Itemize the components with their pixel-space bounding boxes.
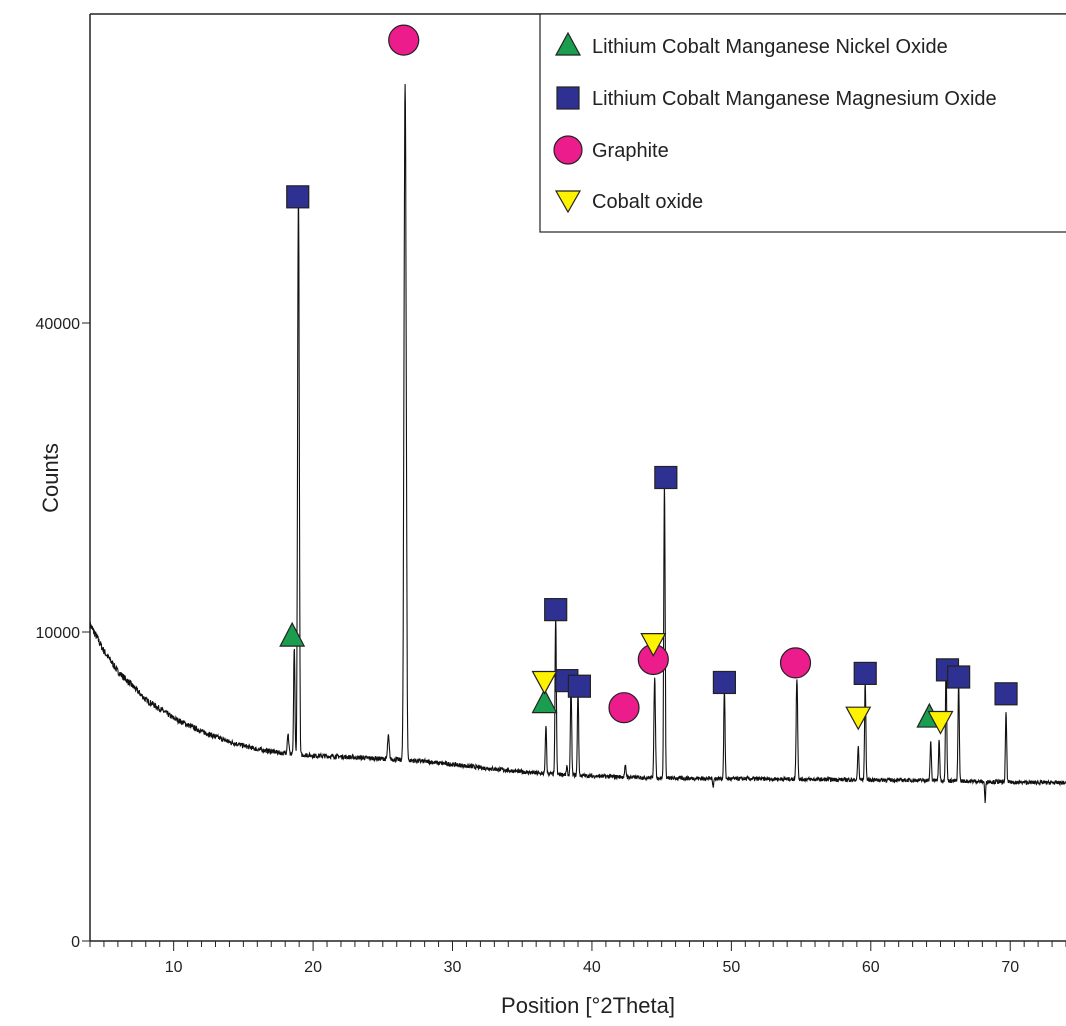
graphite-marker: [779, 647, 812, 679]
lcmmo-marker: [994, 682, 1018, 706]
legend-label: Lithium Cobalt Manganese Nickel Oxide: [592, 36, 948, 58]
cobalt-oxide-marker: [640, 633, 667, 657]
legend-label: Graphite: [592, 140, 669, 162]
x-axis-label: Position [°2Theta]: [501, 993, 675, 1018]
graphite-marker: [608, 692, 640, 724]
x-tick-label: 50: [722, 959, 740, 976]
cobalt-oxide-marker: [845, 706, 872, 731]
legend-box: [539, 13, 1066, 233]
x-ticks: 10 20 30 40 50 60 70: [89, 941, 1066, 976]
lcmmo-marker: [286, 185, 310, 209]
legend-item-cobalt-oxide: Cobalt oxide: [554, 190, 703, 214]
square-icon: [556, 86, 580, 110]
phase-markers: [279, 24, 1018, 735]
triangle-up-icon: [554, 31, 582, 56]
circle-icon: [553, 135, 583, 165]
x-tick-label: 30: [444, 959, 462, 976]
x-tick-label: 10: [165, 959, 183, 976]
graphite-marker: [388, 24, 420, 56]
x-tick-label: 20: [304, 959, 322, 976]
legend-label: Cobalt oxide: [592, 191, 703, 213]
legend-item-graphite: Graphite: [553, 135, 669, 165]
legend: Lithium Cobalt Manganese Nickel Oxide Li…: [539, 13, 1066, 233]
lcmmo-marker: [712, 670, 737, 695]
cobalt-oxide-marker: [531, 670, 558, 695]
legend-label: Lithium Cobalt Manganese Magnesium Oxide: [592, 88, 997, 110]
legend-item-lcmno: Lithium Cobalt Manganese Nickel Oxide: [554, 31, 948, 58]
legend-item-lcmmo: Lithium Cobalt Manganese Magnesium Oxide: [556, 86, 997, 110]
triangle-down-icon: [554, 190, 582, 214]
lcmmo-marker: [567, 674, 591, 698]
y-tick-label: 40000: [36, 316, 81, 333]
lcmmo-marker: [654, 465, 678, 490]
lcmmo-marker: [544, 598, 568, 622]
lcmmo-marker: [947, 665, 971, 689]
y-tick-label: 0: [71, 934, 80, 951]
lcmno-marker: [279, 621, 306, 647]
lcmmo-marker: [853, 661, 877, 685]
x-tick-label: 70: [1001, 959, 1019, 976]
x-tick-label: 40: [583, 959, 601, 976]
y-axis-label: Counts: [38, 443, 63, 513]
y-ticks: 0 10000 40000: [36, 316, 90, 951]
x-tick-label: 60: [862, 959, 880, 976]
y-tick-label: 10000: [36, 625, 81, 642]
cobalt-oxide-marker: [927, 710, 954, 735]
lcmno-marker: [531, 688, 558, 714]
